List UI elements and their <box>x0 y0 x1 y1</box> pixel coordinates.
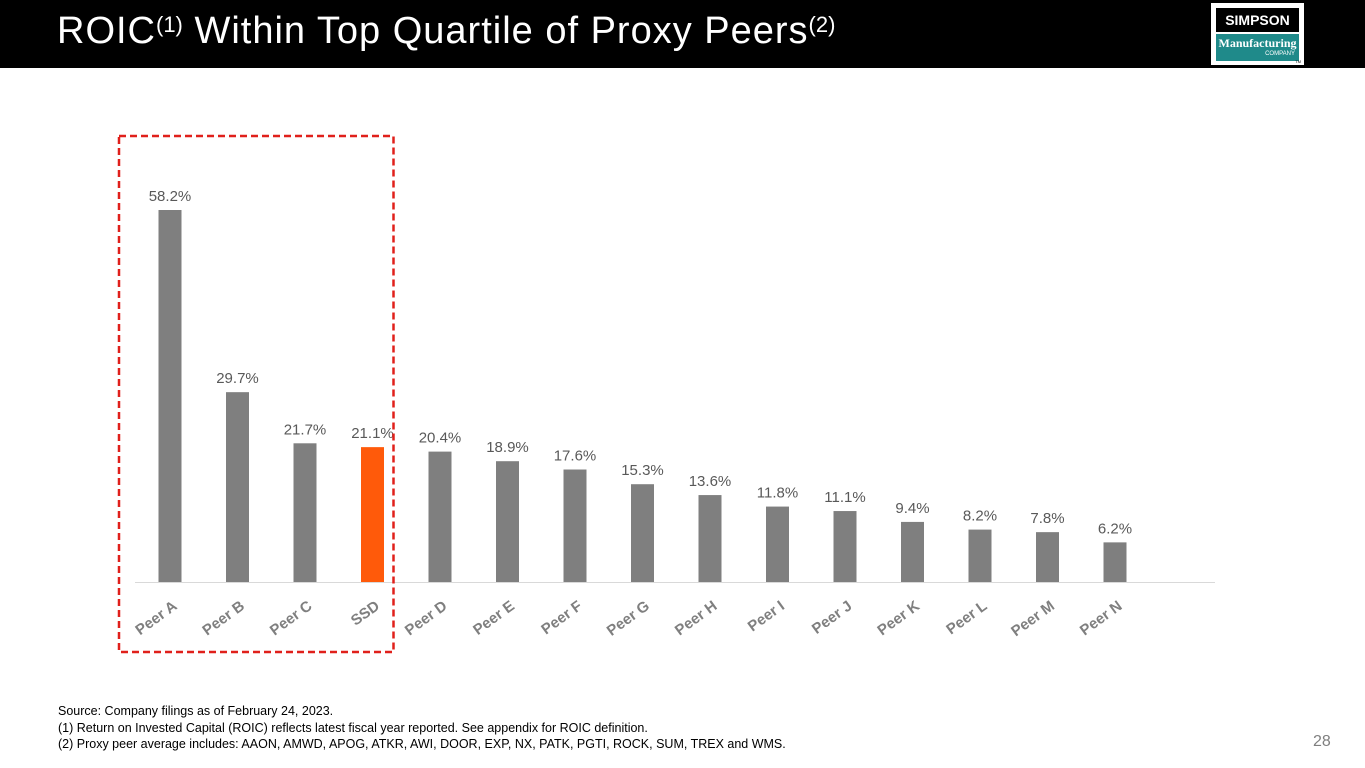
title-main: ROIC <box>57 10 156 52</box>
data-label: 29.7% <box>216 370 259 387</box>
x-tick-label: Peer E <box>470 597 518 638</box>
footnote-2: (2) Proxy peer average includes: AAON, A… <box>58 737 786 751</box>
bar-peer-c <box>293 443 317 582</box>
page-title: ROIC(1) Within Top Quartile of Proxy Pee… <box>57 10 835 53</box>
data-label: 21.7% <box>284 421 327 438</box>
footnote-1: (1) Return on Invested Capital (ROIC) re… <box>58 720 648 735</box>
data-label: 21.1% <box>351 425 394 442</box>
x-tick-label: Peer K <box>874 597 923 639</box>
x-tick-label: Peer L <box>943 597 990 638</box>
bar-peer-f <box>563 469 587 582</box>
bar-peer-d <box>428 451 452 582</box>
title-footnote-2: (2) <box>808 12 836 37</box>
x-tick-label: Peer M <box>1008 597 1058 640</box>
x-tick-label: Peer J <box>809 597 855 637</box>
page-number: 28 <box>1313 733 1331 750</box>
data-label: 7.8% <box>1030 510 1064 527</box>
x-tick-label: Peer C <box>267 597 316 639</box>
company-logo: SIMPSON Manufacturing COMPANY TM <box>1211 3 1304 65</box>
data-label: 13.6% <box>689 473 732 490</box>
logo-bottom-text: COMPANY <box>1265 51 1295 57</box>
x-tick-label: Peer F <box>538 597 585 638</box>
logo-mid-text: Manufacturing <box>1218 36 1297 50</box>
bar-peer-b <box>226 392 249 582</box>
logo-bottom-panel: Manufacturing COMPANY <box>1216 34 1299 61</box>
top-quartile-highlight-box <box>117 134 395 654</box>
bar-ssd <box>361 447 384 582</box>
bar-peer-h <box>698 495 722 582</box>
x-tick-label: Peer B <box>199 597 248 639</box>
bar-peer-e <box>496 461 519 582</box>
bar-peer-a <box>158 210 182 582</box>
bar-peer-j <box>833 511 857 582</box>
logo-trademark: TM <box>1295 59 1301 64</box>
x-tick-label: Peer A <box>132 597 180 638</box>
data-label: 9.4% <box>895 500 929 517</box>
header-bar: ROIC(1) Within Top Quartile of Proxy Pee… <box>0 0 1365 68</box>
bar-peer-k <box>901 521 924 582</box>
x-tick-label: Peer D <box>402 597 451 639</box>
x-tick-label: Peer N <box>1077 597 1125 639</box>
data-label: 20.4% <box>419 430 462 447</box>
bar-peer-i <box>766 506 789 582</box>
bar-peer-l <box>968 529 992 582</box>
bar-peer-g <box>631 484 654 582</box>
data-label: 11.8% <box>757 485 798 502</box>
bar-peer-m <box>1036 532 1059 582</box>
x-tick-label: SSD <box>348 597 383 629</box>
x-tick-label: Peer G <box>604 597 653 639</box>
x-tick-label: Peer I <box>745 597 788 635</box>
logo-top-text: SIMPSON <box>1216 8 1299 32</box>
source-note: Source: Company filings as of February 2… <box>58 704 334 718</box>
data-label: 6.2% <box>1098 520 1132 537</box>
title-footnote-1: (1) <box>156 12 183 37</box>
footnotes: Source: Company filings as of February 2… <box>58 703 786 753</box>
data-label: 18.9% <box>486 439 529 456</box>
bar-peer-n <box>1103 542 1127 582</box>
x-tick-label: Peer H <box>672 597 720 639</box>
data-label: 58.2% <box>149 188 192 205</box>
data-label: 8.2% <box>963 508 997 525</box>
data-label: 17.6% <box>554 448 597 465</box>
data-label: 11.1% <box>824 489 865 506</box>
data-label: 15.3% <box>621 462 664 479</box>
title-mid: Within Top Quartile of Proxy Peers <box>182 10 809 52</box>
